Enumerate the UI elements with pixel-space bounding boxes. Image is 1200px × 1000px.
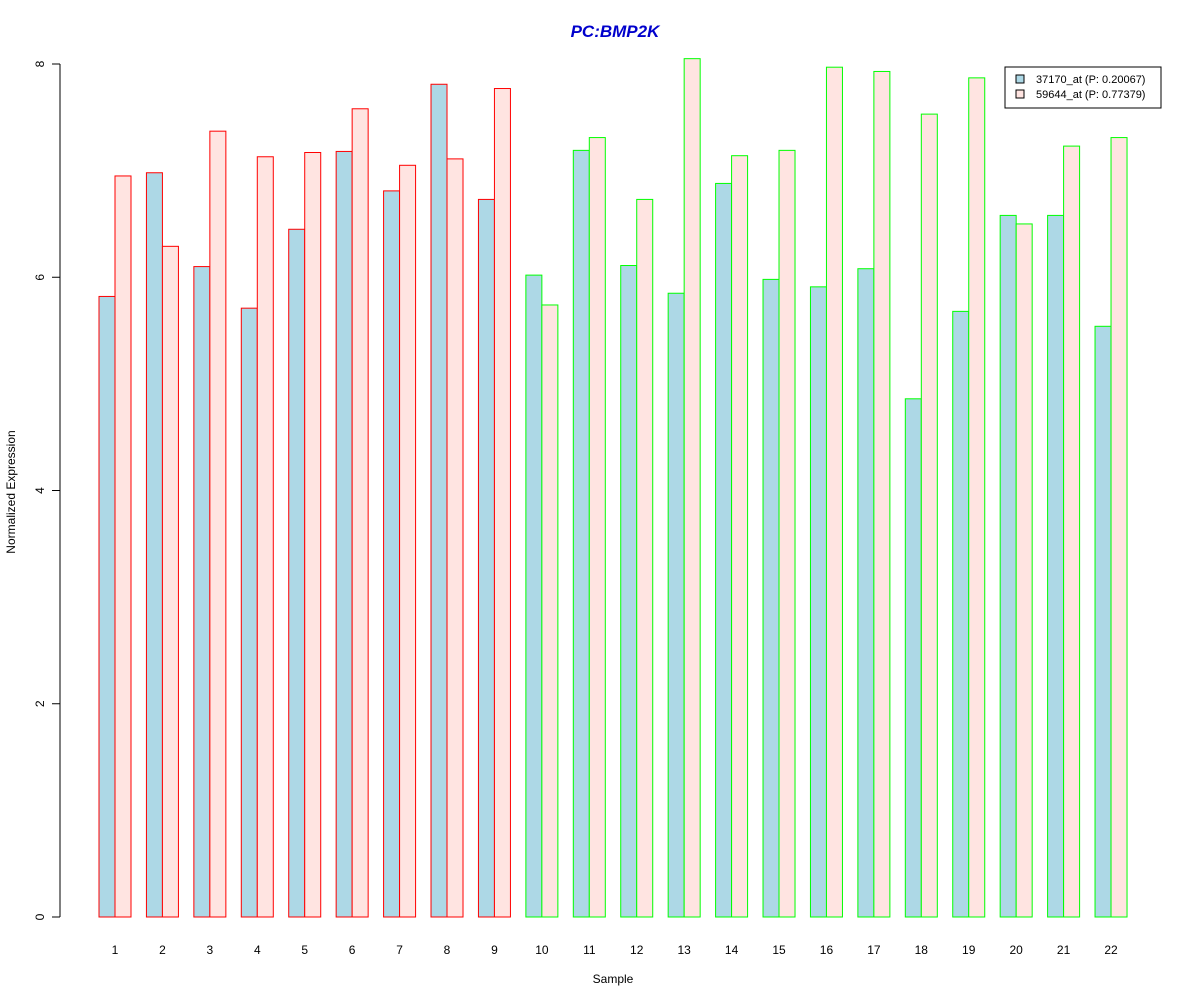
x-tick-label: 8 [444,943,451,957]
x-tick-label: 17 [867,943,881,957]
bars [98,58,1128,918]
y-tick-label: 0 [33,913,47,920]
bar-series-1 [335,150,353,918]
x-tick-label: 2 [159,943,166,957]
x-tick-label: 22 [1104,943,1118,957]
y-tick-label: 4 [33,487,47,494]
bar-series-1 [145,172,163,918]
y-axis-label: Normalized Expression [4,430,18,553]
bar-series-2 [778,149,796,918]
bar-series-2 [161,245,179,918]
bar-series-1 [477,198,495,918]
bar-series-2 [399,164,417,918]
bar-series-2 [1110,137,1128,918]
x-axis-label: Sample [593,972,634,986]
x-tick-label: 1 [112,943,119,957]
bar-series-2 [493,88,511,918]
bar-series-1 [857,268,875,918]
x-tick-label: 18 [915,943,929,957]
bar-series-2 [731,155,749,918]
x-tick-label: 9 [491,943,498,957]
bar-series-2 [588,137,606,918]
x-tick-label: 13 [677,943,691,957]
bar-series-2 [636,198,654,918]
bar-series-1 [999,214,1017,918]
bar-series-1 [952,310,970,918]
legend-label: 37170_at (P: 0.20067) [1036,74,1145,86]
bar-series-2 [1015,223,1033,918]
bar-series-2 [351,108,369,918]
bar-series-1 [525,274,543,918]
bar-series-1 [240,307,258,918]
bar-series-1 [904,398,922,918]
bar-series-1 [98,295,116,918]
legend-swatch [1015,89,1025,99]
x-tick-label: 7 [396,943,403,957]
bar-series-1 [762,278,780,918]
bar-series-2 [920,113,938,918]
x-tick-label: 14 [725,943,739,957]
x-tick-label: 4 [254,943,261,957]
bar-series-1 [1047,214,1065,918]
legend: 37170_at (P: 0.20067) 59644_at (P: 0.7737… [1004,66,1162,109]
bar-series-2 [114,175,132,918]
x-tick-labels: 1 2 3 4 5 6 7 8 9 10 11 12 13 14 15 16 17 18 19 20 21 22 [112,943,1118,957]
x-tick-label: 12 [630,943,644,957]
bar-series-1 [430,83,448,918]
bar-series-2 [683,58,701,918]
bar-series-2 [304,151,322,918]
bar-series-1 [667,292,685,918]
bar-series-2 [873,70,891,918]
bar-series-1 [193,266,211,918]
x-tick-label: 3 [207,943,214,957]
chart-title: PC:BMP2K [571,22,662,41]
x-tick-label: 20 [1009,943,1023,957]
x-tick-label: 15 [772,943,786,957]
bar-series-2 [968,77,986,918]
bar-series-1 [620,265,638,918]
x-tick-label: 11 [583,943,596,957]
bar-series-2 [1063,145,1081,918]
legend-box [1004,66,1162,109]
x-tick-label: 10 [535,943,549,957]
x-tick-label: 21 [1057,943,1071,957]
legend-label: 59644_at (P: 0.77379) [1036,89,1145,101]
bar-series-2 [541,304,559,918]
bar-series-1 [383,190,401,918]
bar-series-1 [809,286,827,918]
bar-series-2 [446,158,464,918]
y-tick-label: 2 [33,700,47,707]
x-tick-label: 19 [962,943,976,957]
y-axis: 0 2 4 6 8 [33,60,61,920]
bar-series-1 [288,228,306,918]
bar-series-1 [1094,325,1112,918]
legend-swatch [1015,74,1025,84]
y-tick-label: 8 [33,60,47,67]
bar-series-2 [256,156,274,918]
x-tick-label: 6 [349,943,356,957]
x-tick-label: 16 [820,943,834,957]
x-tick-label: 5 [301,943,308,957]
bar-series-1 [572,149,590,918]
bar-series-2 [825,66,843,918]
bar-series-1 [715,182,733,918]
bar-series-2 [209,130,227,918]
y-tick-label: 6 [33,274,47,281]
